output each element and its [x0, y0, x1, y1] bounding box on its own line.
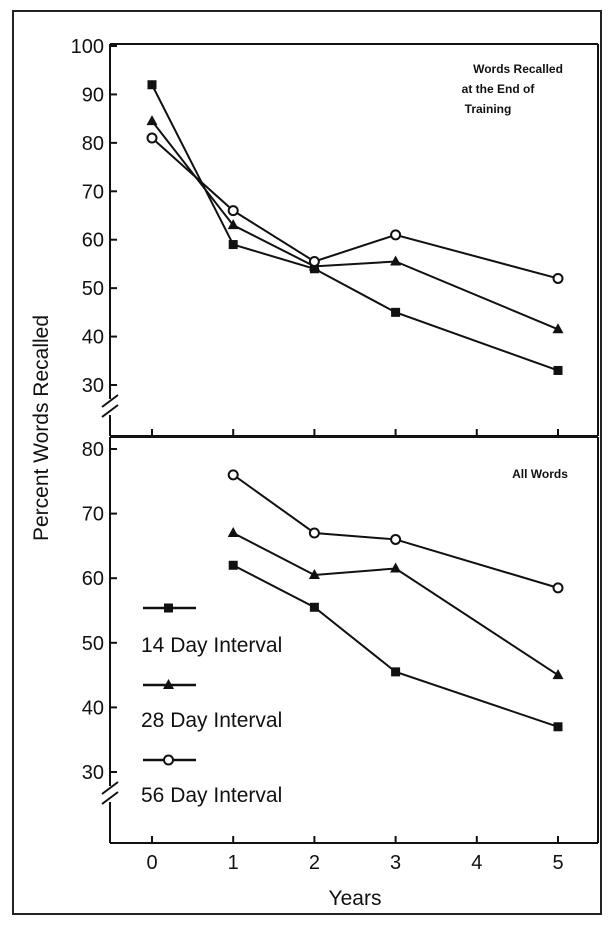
panel-1-y-tick-label: 50	[82, 278, 104, 300]
panel-2-series-line-28-day-interval	[232, 532, 559, 676]
panel-1-data-point-14-day-interval	[391, 307, 401, 317]
panel-1-axis-break-mark-1	[101, 394, 119, 408]
panel-2-data-point-28-day-interval	[552, 669, 564, 680]
panel-2-data-point-56-day-interval	[390, 533, 402, 545]
x-tick-label: 1	[228, 852, 239, 874]
panel-2-axis-break-mark-2	[101, 791, 119, 805]
x-tick-label: 2	[309, 852, 320, 874]
panel-2-series-line-56-day-interval	[232, 474, 559, 589]
panel-1-data-point-56-day-interval	[390, 229, 402, 241]
panel-1-data-point-14-day-interval	[553, 365, 563, 375]
panel-2-data-point-28-day-interval	[390, 562, 402, 573]
panel-2-data-point-56-day-interval	[227, 469, 239, 481]
legend-label-56-day: 56 Day Interval	[141, 784, 282, 807]
panel-2-data-point-14-day-interval	[391, 667, 401, 677]
legend-marker-28-day	[163, 679, 174, 689]
panel-2-y-tick-label: 30	[82, 762, 104, 784]
panel-1-y-tick-label: 70	[82, 181, 104, 203]
x-axis-title: Years	[329, 887, 382, 910]
panel-1-y-tick-label: 90	[82, 84, 104, 106]
panel-1-y-tick-label: 60	[82, 230, 104, 252]
legend: 14 Day Interval 28 Day Interval 56 Day I…	[141, 603, 282, 807]
panel-2-data-point-56-day-interval	[308, 527, 320, 539]
y-axis-title: Percent Words Recalled	[30, 315, 53, 541]
panel-2-data-point-14-day-interval	[553, 722, 563, 732]
panel-2-y-tick-label: 40	[82, 697, 104, 719]
panel-1-data-point-14-day-interval	[228, 240, 238, 250]
panel-2-y-tick-label: 50	[82, 633, 104, 655]
panel-1-y-tick-label: 40	[82, 327, 104, 349]
panel-1-data-point-56-day-interval	[308, 256, 320, 268]
panel-2-data-point-56-day-interval	[552, 582, 564, 594]
panel-1-series-line-56-day-interval	[151, 137, 559, 280]
panel-1-axis-break-mark-2	[101, 404, 119, 418]
panel-2-y-tick-label: 80	[82, 439, 104, 461]
x-tick-label: 3	[390, 852, 401, 874]
top-panel-annotation-line-3: Training	[465, 102, 512, 116]
panel-1-data-point-28-day-interval	[227, 219, 239, 230]
panel-2-data-point-14-day-interval	[228, 560, 238, 570]
top-panel-annotation-line-2: at the End of	[462, 82, 536, 96]
panel-2-series-line-14-day-interval	[232, 564, 559, 728]
panel-1-y-tick-label: 30	[82, 375, 104, 397]
panel-1-data-point-28-day-interval	[146, 115, 158, 126]
panel-1-y-tick-label: 80	[82, 133, 104, 155]
bottom-panel-annotation: All Words	[512, 467, 568, 481]
panel-1-data-point-56-day-interval	[146, 132, 158, 144]
legend-label-14-day: 14 Day Interval	[141, 634, 282, 657]
panel-2-axis-break-mark-1	[101, 781, 119, 795]
panel-2-y-tick-label: 60	[82, 568, 104, 590]
top-panel-annotation-line-1: Words Recalled	[473, 62, 563, 76]
x-tick-label: 5	[552, 852, 563, 874]
panel-1-data-point-14-day-interval	[147, 80, 157, 90]
panel-1-data-point-28-day-interval	[552, 323, 564, 334]
legend-marker-14-day	[164, 603, 173, 613]
panel-2-y-tick-label: 70	[82, 504, 104, 526]
panel-1-y-tick-label: 100	[71, 36, 104, 58]
x-tick-label: 0	[146, 852, 157, 874]
panel-1-data-point-56-day-interval	[552, 272, 564, 284]
legend-marker-56-day	[163, 754, 174, 766]
panel-1-data-point-56-day-interval	[227, 205, 239, 217]
legend-label-28-day: 28 Day Interval	[141, 709, 282, 732]
panel-2-data-point-28-day-interval	[227, 526, 239, 537]
panel-2-data-point-14-day-interval	[309, 602, 319, 612]
panel-1-data-point-28-day-interval	[390, 255, 402, 266]
figure-frame	[12, 10, 602, 915]
x-tick-label: 4	[471, 852, 482, 874]
panel-1-series-line-28-day-interval	[151, 120, 559, 331]
panel-2-data-point-28-day-interval	[308, 568, 320, 579]
panel-1-series-line-14-day-interval	[151, 84, 559, 372]
